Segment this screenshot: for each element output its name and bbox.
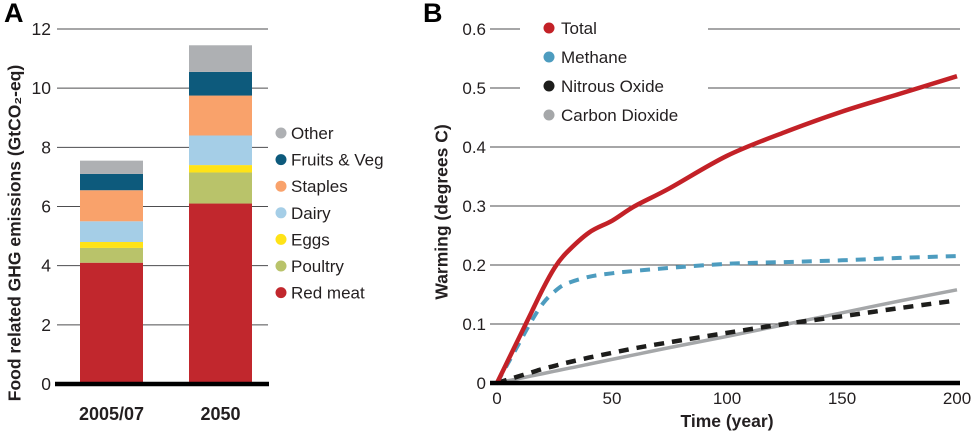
line-nitrous-oxide [496,298,958,386]
bar-segment-other [189,45,252,72]
x-tick-label-200: 200 [943,389,971,408]
bar-segment-poultry [189,172,252,204]
bar-segment-other [80,160,143,174]
legend-marker-poultry [275,260,287,272]
x-tick-label-0: 0 [492,389,501,408]
bar-segment-dairy [189,135,252,166]
y-tick-label-0.2: 0.2 [462,256,486,275]
y-tick-label-6: 6 [41,197,51,217]
bar-segment-eggs [189,165,252,173]
bar-1 [189,45,252,384]
panel-b-line-chart: 0 0.1 0.2 0.3 0.4 0.5 0.6 0 50 100 150 200 Total Meth… [462,10,971,408]
y-tick-label-10: 10 [32,78,52,98]
y-tick-label-4: 4 [41,256,51,276]
bar-segment-staples [189,95,252,136]
legend-marker-staples [275,180,287,192]
x-tick-label-150: 150 [828,389,856,408]
panel-b-legend: Total Methane Nitrous Oxide Carbon Dioxide [520,10,708,128]
legend-label-eggs: Eggs [291,230,330,249]
legend-marker-fruits-veg [275,154,287,166]
bar-segment-eggs [80,242,143,248]
x-tick-label-100: 100 [713,389,741,408]
legend-marker-other [275,127,287,139]
bar-segment-fruits-veg [80,173,143,191]
x-category-label: 2005/07 [79,404,144,424]
y-tick-label-8: 8 [41,137,51,157]
legend-marker-total [543,22,555,34]
legend-label-red-meat: Red meat [291,284,365,303]
y-tick-label-2: 2 [41,315,51,335]
legend-label-dairy: Dairy [291,204,331,223]
y-tick-label-0.4: 0.4 [462,138,486,157]
legend-label-other: Other [291,124,334,143]
legend-label-fruits-veg: Fruits & Veg [291,151,384,170]
y-tick-label-0.6: 0.6 [462,20,486,39]
legend-marker-nitrous-oxide [543,80,555,92]
bar-segment-staples [80,190,143,222]
legend-label-poultry: Poultry [291,257,344,276]
legend-marker-dairy [275,207,287,219]
bar-0 [80,160,143,384]
legend-label-staples: Staples [291,177,348,196]
legend-marker-methane [543,51,555,63]
legend-marker-carbon-dioxide [543,109,555,121]
x-tick-label-50: 50 [603,389,622,408]
bar-segment-red-meat [189,203,252,384]
legend-marker-red-meat [275,287,287,299]
y-tick-label-0.1: 0.1 [462,315,486,334]
panel-a-letter: A [4,0,24,28]
y-tick-label-12: 12 [32,19,51,39]
bar-segment-dairy [80,221,143,242]
legend-label-carbon-dioxide: Carbon Dioxide [561,106,678,125]
x-category-label: 2050 [200,404,240,424]
legend-label-methane: Methane [561,48,627,67]
bar-segment-red-meat [80,262,143,384]
legend-label-total: Total [561,19,597,38]
panel-a-legend: Other Fruits & Veg Staples Dairy Eggs Poultry… [275,124,384,303]
legend-label-nitrous-oxide: Nitrous Oxide [561,77,664,96]
legend-marker-eggs [275,233,287,245]
y-tick-label-0.5: 0.5 [462,79,486,98]
bar-segment-fruits-veg [189,71,252,96]
panel-b-x-axis-label: Time (year) [680,411,774,431]
line-methane [495,254,958,384]
bar-segment-poultry [80,247,143,263]
line-carbon-dioxide [496,288,958,385]
y-tick-label-0.3: 0.3 [462,197,486,216]
panel-a-stacked-bar-chart: 0 2 4 6 8 10 12 2005/07 2050 Other Fruits & Veg Sta… [32,19,384,424]
y-tick-label-0: 0 [477,374,486,393]
panel-b-letter: B [423,0,443,28]
line-total [494,74,958,384]
y-tick-label-0: 0 [41,374,51,394]
